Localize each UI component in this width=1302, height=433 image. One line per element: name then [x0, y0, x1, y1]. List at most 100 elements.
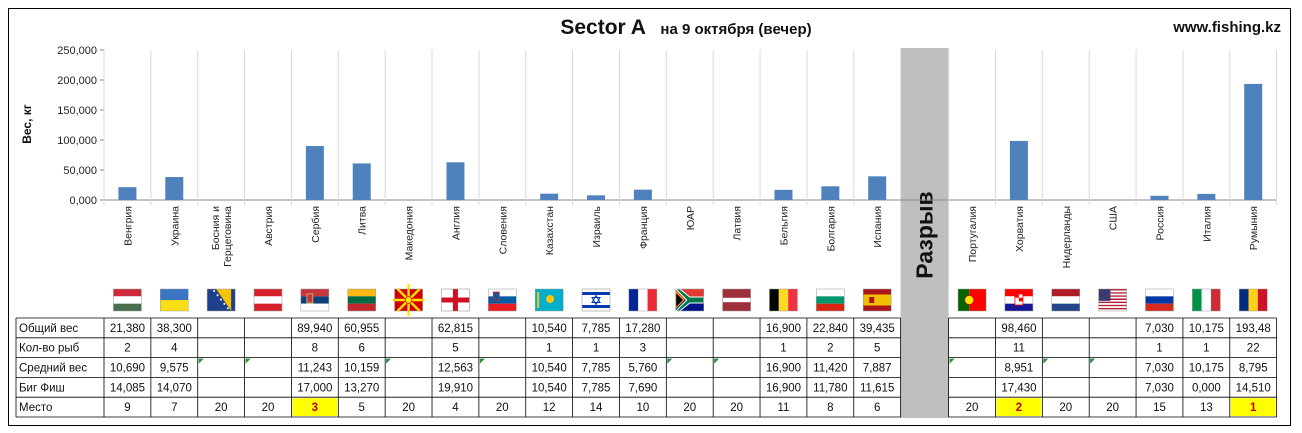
table-cell: 1: [593, 343, 599, 355]
table-cell: 7,030: [1145, 382, 1174, 394]
category-label-group: Бельгия: [778, 206, 790, 245]
bar-7: [446, 162, 465, 200]
category-label-group: Австрия: [263, 206, 275, 246]
table-row: Средний вес 10,690 9,575 11,243 10,159 12,563…: [19, 358, 1268, 375]
table-cell: 1: [780, 343, 786, 355]
table-cell: 20: [1059, 402, 1072, 414]
category-label: Франция: [638, 206, 650, 249]
table-row: Кол-во рыб 2 4 8 6 5 1 1 3 1 2 5 11 1 1 22: [19, 343, 1260, 355]
category-label: ЮАР: [685, 206, 697, 230]
table-cell: 21,380: [110, 323, 145, 335]
table-cell: 8,795: [1239, 363, 1268, 375]
table-cell: 9: [124, 402, 130, 414]
table-cell: 11: [777, 402, 789, 414]
table-cell: 3: [640, 343, 646, 355]
table-cell: 7: [171, 402, 177, 414]
bar-21: [1150, 195, 1169, 200]
table-row: Биг Фиш 14,085 14,070 17,000 13,270 19,910 10,…: [19, 382, 1271, 394]
table-cell: 12: [543, 402, 556, 414]
table-cell: 11,615: [860, 382, 894, 394]
table-cell: 14,085: [110, 382, 145, 394]
table-cell: 10,175: [1189, 363, 1224, 375]
bar-10: [587, 195, 606, 200]
cell-marker: [198, 358, 204, 364]
category-label-group: Болгария: [825, 206, 837, 251]
table-cell: 3: [312, 402, 318, 414]
south-africa-flag: [674, 288, 705, 312]
table-cell: 5,760: [628, 363, 657, 375]
table-cell: 7,887: [863, 363, 892, 375]
category-label-group: ЮАР: [685, 206, 697, 230]
england-flag: [441, 288, 470, 312]
cell-marker: [714, 358, 720, 364]
table-cell: 2: [1016, 402, 1022, 414]
usa-flag: [1098, 288, 1127, 312]
hungary-flag: [113, 288, 142, 312]
table-cell: 1: [1250, 402, 1257, 414]
table-cell: 38,300: [157, 323, 192, 335]
belgium-flag: [769, 288, 798, 312]
category-label-group: Израиль: [591, 205, 603, 247]
table-cell: 89,940: [297, 323, 332, 335]
results-table: Общий вес 21,380 38,300 89,940 60,955 62,815 1…: [15, 317, 1278, 418]
table-cell: 11,780: [813, 382, 847, 394]
category-label: Латвия: [732, 206, 744, 240]
category-label-group: Франция: [638, 206, 650, 249]
category-label: Болгария: [825, 206, 837, 251]
category-label-group: Украина: [169, 206, 181, 246]
table-cell: 17,000: [297, 382, 332, 394]
cell-marker: [667, 358, 673, 364]
table-cell: 16,900: [766, 382, 801, 394]
category-label-group: Португалия: [967, 206, 979, 262]
title-subtitle: на 9 октября (вечер): [660, 21, 812, 38]
table-cell: 7,690: [628, 382, 657, 394]
category-label-group: Латвия: [732, 206, 744, 240]
table-cell: 11,420: [813, 363, 847, 375]
place-highlight: [292, 398, 338, 416]
cell-marker: [386, 358, 392, 364]
table-cell: 10,690: [110, 363, 145, 375]
table-cell: 2: [827, 343, 833, 355]
table-row: Общий вес 21,380 38,300 89,940 60,955 62,815 1…: [19, 323, 1271, 335]
row-label: Место: [19, 402, 52, 414]
category-label-group: Румыния: [1248, 206, 1260, 250]
table-cell: 10,540: [532, 382, 567, 394]
category-label-group: Казахстан: [544, 206, 556, 255]
cell-marker: [1090, 358, 1096, 364]
place-highlight: [1230, 398, 1276, 416]
row-label: Биг Фиш: [19, 382, 65, 394]
table-cell: 17,430: [1001, 382, 1036, 394]
table-cell: 7,785: [582, 363, 611, 375]
category-label-group: Италия: [1201, 206, 1213, 242]
category-label-group: Венгрия: [122, 206, 134, 246]
category-label: Литва: [357, 206, 369, 235]
france-flag: [628, 288, 658, 312]
russia-flag: [1145, 288, 1174, 312]
table-cell: 7,785: [582, 382, 611, 394]
category-label: Израиль: [591, 205, 603, 247]
table-cell: 14,510: [1236, 382, 1271, 394]
table-cell: 2: [124, 343, 130, 355]
category-label: Сербия: [310, 206, 322, 243]
portugal-flag: [957, 288, 987, 312]
y-axis-label: Вес, кг: [20, 104, 34, 144]
bar-16: [868, 176, 887, 200]
table-cell: 12,563: [438, 363, 473, 375]
table-cell: 11,243: [298, 363, 332, 375]
table-cell: 8: [312, 343, 318, 355]
table-cell: 7,030: [1145, 323, 1174, 335]
row-label: Кол-во рыб: [19, 343, 80, 355]
category-label: США: [1108, 206, 1120, 230]
y-tick-label: 50,000: [63, 165, 97, 177]
table-cell: 22,840: [813, 323, 848, 335]
table-cell: 14: [590, 402, 603, 414]
netherlands-flag: [1051, 288, 1081, 312]
slovenia-flag: [488, 288, 517, 312]
table-cell: 193,48: [1236, 323, 1271, 335]
y-tick-label: 0,000: [69, 195, 97, 207]
category-label: Англия: [450, 206, 462, 240]
table-cell: 20: [402, 402, 415, 414]
table-cell: 19,910: [438, 382, 473, 394]
y-tick-label: 150,000: [57, 105, 97, 117]
